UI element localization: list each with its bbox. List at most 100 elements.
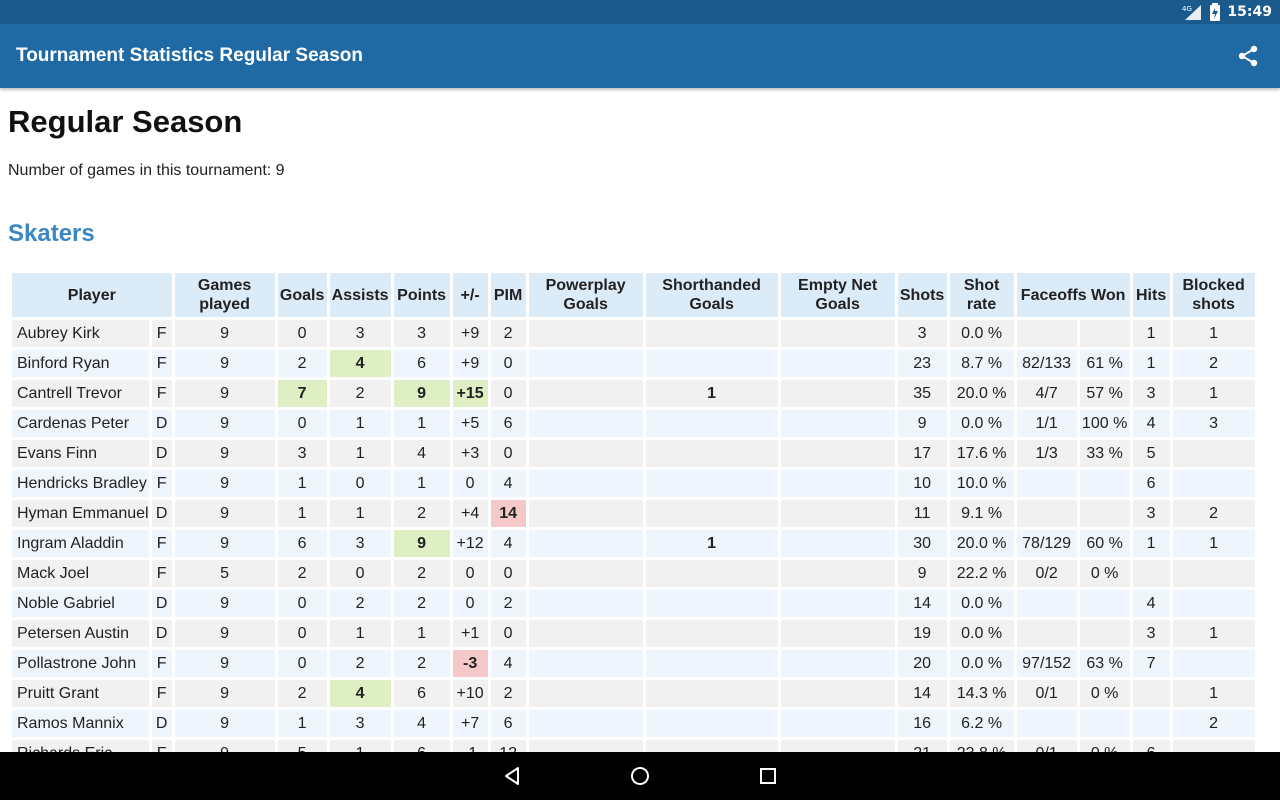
header-shorthanded-goals[interactable]: Shorthanded Goals [645, 273, 778, 317]
table-row[interactable]: Hendricks Bradley F 9 1 0 1 0 4 10 10.0 % 6 [12, 470, 1255, 497]
pim-cell: 2 [490, 590, 526, 617]
table-row[interactable]: Aubrey Kirk F 9 0 3 3 +9 2 3 0.0 % 1 1 [12, 320, 1255, 347]
table-row[interactable]: Noble Gabriel D 9 0 2 2 0 2 14 0.0 % 4 [12, 590, 1255, 617]
games-played-cell: 9 [174, 470, 275, 497]
plus-minus-cell: +7 [452, 710, 488, 737]
blocked-shots-cell [1172, 590, 1255, 617]
recents-button[interactable] [756, 764, 780, 788]
plus-minus-cell: +15 [452, 380, 488, 407]
powerplay-goals-cell [528, 590, 643, 617]
hits-cell: 5 [1132, 440, 1170, 467]
empty-net-goals-cell [780, 440, 895, 467]
back-button[interactable] [500, 764, 524, 788]
header-faceoffs-won[interactable]: Faceoffs Won [1016, 273, 1130, 317]
plus-minus-cell: +5 [452, 410, 488, 437]
app-bar: Tournament Statistics Regular Season [0, 24, 1280, 88]
content-area[interactable]: Regular Season Number of games in this t… [0, 92, 1280, 752]
table-row[interactable]: Petersen Austin D 9 0 1 1 +1 0 19 0.0 % 3 1 [12, 620, 1255, 647]
empty-net-goals-cell [780, 740, 895, 752]
faceoffs-won-cell: 97/152 [1016, 650, 1077, 677]
shots-cell: 35 [897, 380, 947, 407]
player-position: D [151, 440, 172, 467]
home-button[interactable] [628, 764, 652, 788]
shorthanded-goals-cell [645, 650, 778, 677]
faceoff-percent-cell: 60 % [1079, 530, 1130, 557]
table-row[interactable]: Cantrell Trevor F 9 7 2 9 +15 0 1 35 20.0 % 4/7 57 %… [12, 380, 1255, 407]
table-row[interactable]: Binford Ryan F 9 2 4 6 +9 0 23 8.7 % 82/133 61 % 1 2 [12, 350, 1255, 377]
faceoff-percent-cell: 63 % [1079, 650, 1130, 677]
shot-rate-cell: 9.1 % [949, 500, 1014, 527]
signal-icon: 4G [1181, 3, 1203, 21]
table-row[interactable]: Mack Joel F 5 2 0 2 0 0 9 22.2 % 0/2 0 % [12, 560, 1255, 587]
assists-cell: 1 [329, 740, 391, 752]
header-shot-rate[interactable]: Shot rate [949, 273, 1014, 317]
games-played-cell: 9 [174, 590, 275, 617]
header-games-played[interactable]: Games played [174, 273, 275, 317]
powerplay-goals-cell [528, 470, 643, 497]
goals-cell: 2 [277, 560, 327, 587]
faceoffs-won-cell [1016, 620, 1077, 647]
shot-rate-cell: 0.0 % [949, 320, 1014, 347]
shot-rate-cell: 0.0 % [949, 620, 1014, 647]
share-button[interactable] [1234, 42, 1262, 70]
shot-rate-cell: 20.0 % [949, 380, 1014, 407]
shot-rate-cell: 0.0 % [949, 650, 1014, 677]
assists-cell: 1 [329, 500, 391, 527]
header-shots[interactable]: Shots [897, 273, 947, 317]
table-row[interactable]: Hyman Emmanuel D 9 1 1 2 +4 14 11 9.1 % 3 2 [12, 500, 1255, 527]
header-goals[interactable]: Goals [277, 273, 327, 317]
games-info: Number of games in this tournament: 9 [8, 162, 285, 179]
powerplay-goals-cell [528, 500, 643, 527]
header-player[interactable]: Player [12, 273, 172, 317]
header-empty-net-goals[interactable]: Empty Net Goals [780, 273, 895, 317]
shot-rate-cell: 20.0 % [949, 530, 1014, 557]
header-assists[interactable]: Assists [329, 273, 391, 317]
games-played-cell: 9 [174, 410, 275, 437]
assists-cell: 0 [329, 560, 391, 587]
player-name: Ingram Aladdin [12, 530, 149, 557]
goals-cell: 3 [277, 440, 327, 467]
assists-cell: 2 [329, 380, 391, 407]
shorthanded-goals-cell [645, 620, 778, 647]
plus-minus-cell: -3 [452, 650, 488, 677]
hits-cell: 4 [1132, 410, 1170, 437]
shorthanded-goals-cell: 1 [645, 380, 778, 407]
header-powerplay-goals[interactable]: Powerplay Goals [528, 273, 643, 317]
shorthanded-goals-cell [645, 740, 778, 752]
plus-minus-cell: +10 [452, 680, 488, 707]
goals-cell: 1 [277, 710, 327, 737]
table-row[interactable]: Richards EricF9516-1122123.8 %0/10 %6 [12, 740, 1255, 752]
table-row[interactable]: Cardenas Peter D 9 0 1 1 +5 6 9 0.0 % 1/1 100 % 4 3 [12, 410, 1255, 437]
shots-cell: 14 [897, 680, 947, 707]
pim-cell: 0 [490, 440, 526, 467]
pim-cell: 4 [490, 650, 526, 677]
blocked-shots-cell: 2 [1172, 710, 1255, 737]
faceoffs-won-cell: 0/1 [1016, 740, 1077, 752]
hits-cell [1132, 560, 1170, 587]
empty-net-goals-cell [780, 320, 895, 347]
faceoffs-won-cell [1016, 710, 1077, 737]
shot-rate-cell: 23.8 % [949, 740, 1014, 752]
table-row[interactable]: Pollastrone John F 9 0 2 2 -3 4 20 0.0 % 97/152 63 … [12, 650, 1255, 677]
table-row[interactable]: Evans Finn D 9 3 1 4 +3 0 17 17.6 % 1/3 33 % 5 [12, 440, 1255, 467]
points-cell: 6 [393, 680, 450, 707]
blocked-shots-cell: 2 [1172, 500, 1255, 527]
plus-minus-cell: +4 [452, 500, 488, 527]
blocked-shots-cell: 1 [1172, 680, 1255, 707]
faceoff-percent-cell [1079, 470, 1130, 497]
hits-cell: 6 [1132, 740, 1170, 752]
games-played-cell: 9 [174, 740, 275, 752]
status-icons: 4G 15:49 [1181, 0, 1272, 24]
points-cell: 9 [393, 530, 450, 557]
table-row[interactable]: Ingram Aladdin F 9 6 3 9 +12 4 1 30 20.0 % 78/129 60… [12, 530, 1255, 557]
shorthanded-goals-cell: 1 [645, 530, 778, 557]
header-hits[interactable]: Hits [1132, 273, 1170, 317]
powerplay-goals-cell [528, 650, 643, 677]
header-pim[interactable]: PIM [490, 273, 526, 317]
header-points[interactable]: Points [393, 273, 450, 317]
header-plus-minus[interactable]: +/- [452, 273, 488, 317]
table-row[interactable]: Pruitt Grant F 9 2 4 6 +10 2 14 14.3 % 0/1 0 % 1 [12, 680, 1255, 707]
header-blocked-shots[interactable]: Blocked shots [1172, 273, 1255, 317]
table-row[interactable]: Ramos Mannix D 9 1 3 4 +7 6 16 6.2 % 2 [12, 710, 1255, 737]
empty-net-goals-cell [780, 470, 895, 497]
